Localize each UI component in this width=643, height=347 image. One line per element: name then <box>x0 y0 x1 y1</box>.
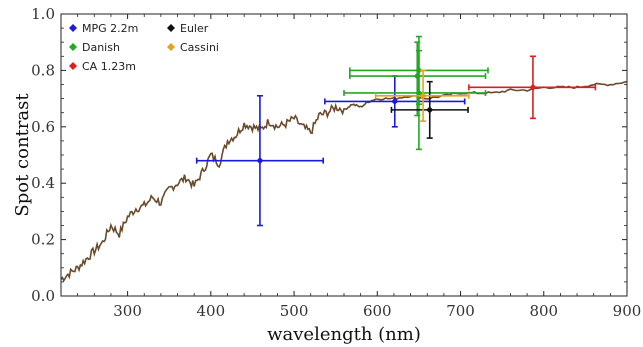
legend-marker <box>167 43 175 51</box>
legend-label: Cassini <box>180 41 219 54</box>
legend-item: Euler <box>167 22 209 35</box>
x-tick-label: 800 <box>529 302 558 320</box>
x-tick-label: 400 <box>197 302 226 320</box>
y-tick-label: 0.2 <box>31 231 55 249</box>
legend-label: Danish <box>82 41 120 54</box>
y-axis-title: Spot contrast <box>12 93 33 217</box>
spectrum-curve <box>61 80 627 283</box>
series-layer <box>195 35 597 227</box>
legend-marker <box>69 43 77 51</box>
data-point <box>256 157 264 165</box>
legend-item: Danish <box>69 41 120 54</box>
series-euler <box>390 80 469 139</box>
legend: MPG 2.2m Euler Danish Cassini CA 1.23m <box>69 22 219 73</box>
y-tick-label: 0.8 <box>31 61 55 79</box>
y-tick-label: 0.4 <box>31 174 55 192</box>
legend-label: CA 1.23m <box>82 60 136 73</box>
plot-frame <box>60 13 628 297</box>
ticks-layer: 300 400 500 600 700 800 900 0.0 0.2 0.4 0.6 0.8 1.0 <box>31 5 641 320</box>
legend-label: Euler <box>180 22 209 35</box>
legend-marker <box>167 24 175 32</box>
curve-layer <box>61 80 627 283</box>
y-tick-label: 0.6 <box>31 118 55 136</box>
data-point <box>529 83 537 91</box>
series-ca-1-23m <box>468 55 597 120</box>
x-tick-label: 500 <box>280 302 309 320</box>
series-danish <box>343 35 489 151</box>
legend-item: CA 1.23m <box>69 60 136 73</box>
legend-marker <box>69 24 77 32</box>
data-point <box>419 92 427 100</box>
x-tick-label: 600 <box>363 302 392 320</box>
series-cassini <box>374 69 470 122</box>
x-tick-label: 900 <box>613 302 642 320</box>
y-tick-label: 1.0 <box>31 5 55 23</box>
data-point <box>426 106 434 114</box>
legend-label: MPG 2.2m <box>82 22 138 35</box>
legend-marker <box>69 62 77 70</box>
legend-item: Cassini <box>167 41 219 54</box>
legend-item: MPG 2.2m <box>69 22 138 35</box>
x-tick-label: 700 <box>446 302 475 320</box>
x-axis-title: wavelength (nm) <box>267 324 421 345</box>
x-tick-label: 300 <box>113 302 142 320</box>
data-point <box>391 97 399 105</box>
y-tick-label: 0.0 <box>31 287 55 305</box>
